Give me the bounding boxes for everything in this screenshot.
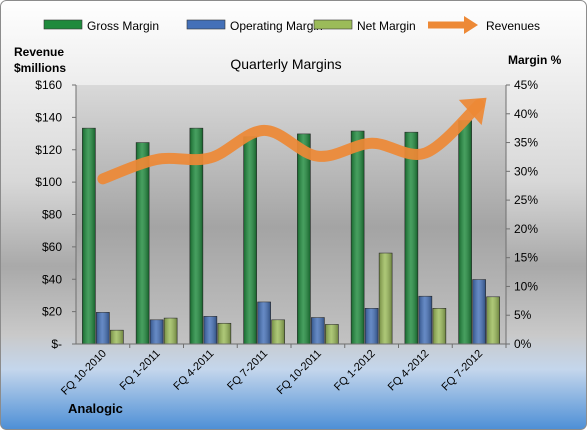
left-axis-tick-label: $160 <box>35 78 62 92</box>
bar-operating-margin <box>472 279 486 345</box>
right-axis-tick-label: 10% <box>514 279 538 293</box>
legend-item-gross-margin: Gross Margin <box>43 19 159 33</box>
bars <box>82 120 500 345</box>
legend-label: Gross Margin <box>87 19 159 33</box>
right-axis-tick-label: 15% <box>514 251 538 265</box>
left-axis-label-line1: Revenue <box>14 45 64 59</box>
left-axis: $- $20 $40 $60 $80 $100 $120 $140 $160 <box>35 78 77 351</box>
right-axis-tick-label: 20% <box>514 222 538 236</box>
revenue-arrow-icon <box>458 97 487 126</box>
right-axis: 0% 5% 10% 15% 20% 25% 30% 35% 40% 45% <box>505 78 538 351</box>
left-axis-tick-label: $- <box>51 337 62 351</box>
legend-arrow-icon <box>464 16 478 34</box>
bar-operating-margin <box>257 301 271 345</box>
right-axis-tick-label: 25% <box>514 193 538 207</box>
right-axis-tick-label: 0% <box>514 337 532 351</box>
legend-item-net-margin: Net Margin <box>313 19 416 33</box>
legend: Gross Margin Operating Margin Net Margin Re… <box>43 16 540 34</box>
left-axis-tick-label: $140 <box>35 110 62 124</box>
bar-gross-margin <box>82 127 96 345</box>
bar-operating-margin <box>203 316 218 345</box>
left-axis-tick-label: $100 <box>35 175 62 189</box>
bar-gross-margin <box>350 130 365 345</box>
right-axis-tick-label: 30% <box>514 164 538 178</box>
left-axis-tick-label: $40 <box>42 272 62 286</box>
bar-operating-margin <box>96 312 110 345</box>
bar-gross-margin <box>135 142 150 345</box>
legend-swatch <box>43 19 83 30</box>
right-axis-tick-label: 45% <box>514 78 538 92</box>
bar-operating-margin <box>364 308 379 345</box>
revenue-line-path <box>97 98 485 185</box>
revenue-line <box>97 97 487 185</box>
legend-label: Net Margin <box>357 19 416 33</box>
right-axis-tick-label: 35% <box>514 136 538 150</box>
bar-gross-margin <box>458 120 472 345</box>
bar-net-margin <box>163 317 178 345</box>
left-axis-tick-label: $120 <box>35 143 62 157</box>
left-axis-tick-label: $60 <box>42 240 62 254</box>
source-label: Analogic <box>68 401 123 416</box>
bar-net-margin <box>110 329 124 345</box>
bar-gross-margin <box>404 131 419 345</box>
legend-swatch <box>313 19 353 30</box>
bar-net-margin <box>432 308 447 345</box>
bar-gross-margin <box>189 127 204 345</box>
chart-title: Quarterly Margins <box>230 56 341 72</box>
bar-operating-margin <box>311 317 325 345</box>
right-axis-tick-label: 40% <box>514 107 538 121</box>
bar-net-margin <box>217 322 232 345</box>
legend-item-operating-margin: Operating Margin <box>186 19 323 33</box>
left-axis-label-line2: $millions <box>14 61 66 75</box>
bar-net-margin <box>271 319 285 345</box>
legend-item-revenues: Revenues <box>428 16 540 34</box>
legend-label: Revenues <box>486 19 540 33</box>
bar-operating-margin <box>418 295 433 345</box>
bar-gross-margin <box>243 136 257 345</box>
right-axis-tick-label: 5% <box>514 308 532 322</box>
bar-net-margin <box>325 324 339 345</box>
bar-operating-margin <box>149 319 164 345</box>
bar-net-margin <box>486 296 500 345</box>
left-axis-tick-label: $80 <box>42 208 62 222</box>
bar-net-margin <box>378 252 393 345</box>
bar-gross-margin <box>297 133 311 345</box>
right-axis-label: Margin % <box>508 53 562 67</box>
legend-swatch <box>186 19 226 30</box>
left-axis-tick-label: $20 <box>42 305 62 319</box>
legend-label: Operating Margin <box>230 19 323 33</box>
